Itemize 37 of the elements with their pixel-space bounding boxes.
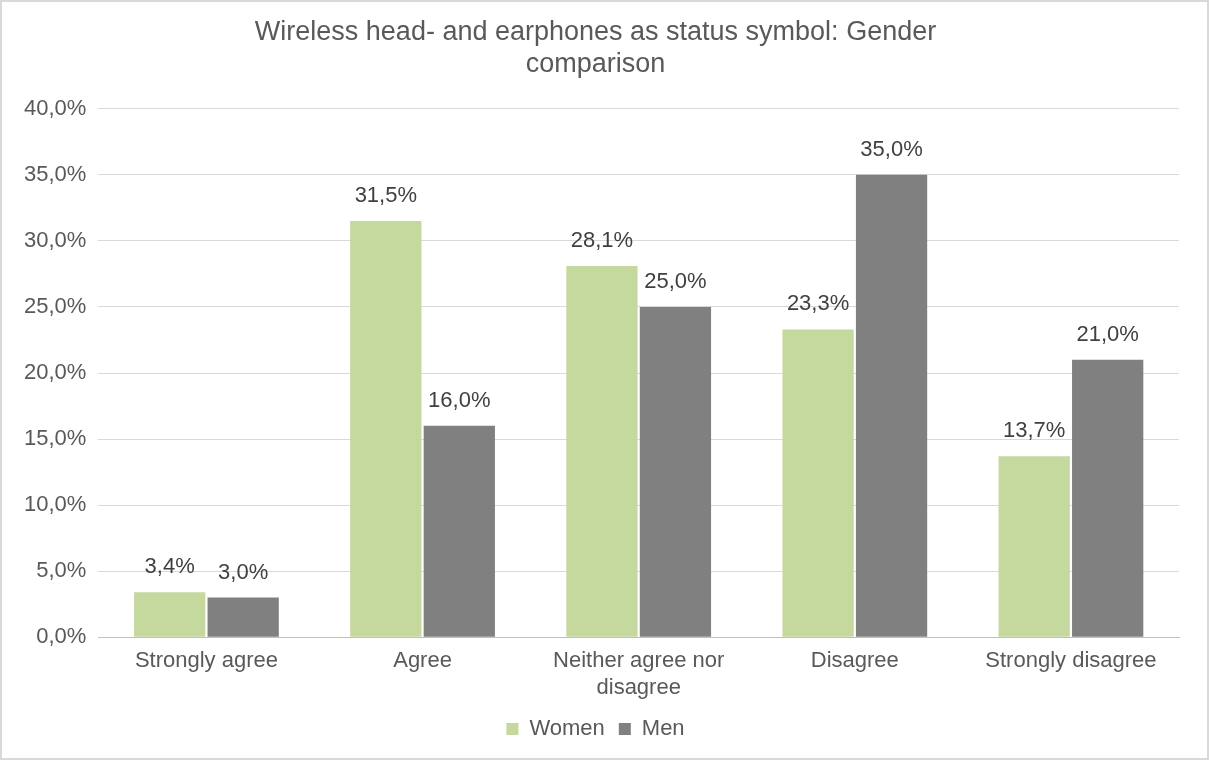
data-label: 28,1% [570,227,634,253]
chart-title: Wireless head- and earphones as status symbol: Gender comparison [254,15,937,79]
y-tick-label: 0,0% [36,623,87,649]
bar [566,266,638,637]
data-label: 25,0% [644,268,707,294]
data-label: 23,3% [786,290,850,316]
data-label: 31,5% [354,182,418,208]
y-tick-label: 40,0% [23,94,87,120]
legend-label: Women [529,715,605,741]
data-label: 3,0% [218,558,269,584]
data-label: 16,0% [428,386,491,412]
bar [782,329,854,637]
data-label: 21,0% [1076,320,1139,346]
y-tick-label: 25,0% [23,293,87,319]
bar [1072,359,1144,637]
y-tick-label: 20,0% [23,359,87,385]
bar [423,425,495,637]
x-tick-label: Neither agree nor disagree [553,647,725,699]
data-label: 3,4% [144,553,195,579]
bar [207,597,279,637]
bar [998,456,1070,637]
x-tick-label: Strongly agree [134,647,278,673]
bar [350,221,422,637]
legend-label: Men [641,715,685,741]
bar [134,592,206,637]
x-tick-label: Agree [393,647,452,673]
x-tick-label: Strongly disagree [985,647,1157,673]
y-tick-label: 10,0% [23,491,87,517]
x-tick-label: Disagree [810,647,899,673]
y-tick-label: 35,0% [23,160,87,186]
data-label: 13,7% [1003,417,1066,443]
y-tick-label: 15,0% [23,425,87,451]
bar [639,306,712,637]
y-tick-label: 5,0% [36,557,87,583]
y-tick-label: 30,0% [23,226,87,252]
data-label: 35,0% [860,135,923,161]
bar [855,174,928,637]
